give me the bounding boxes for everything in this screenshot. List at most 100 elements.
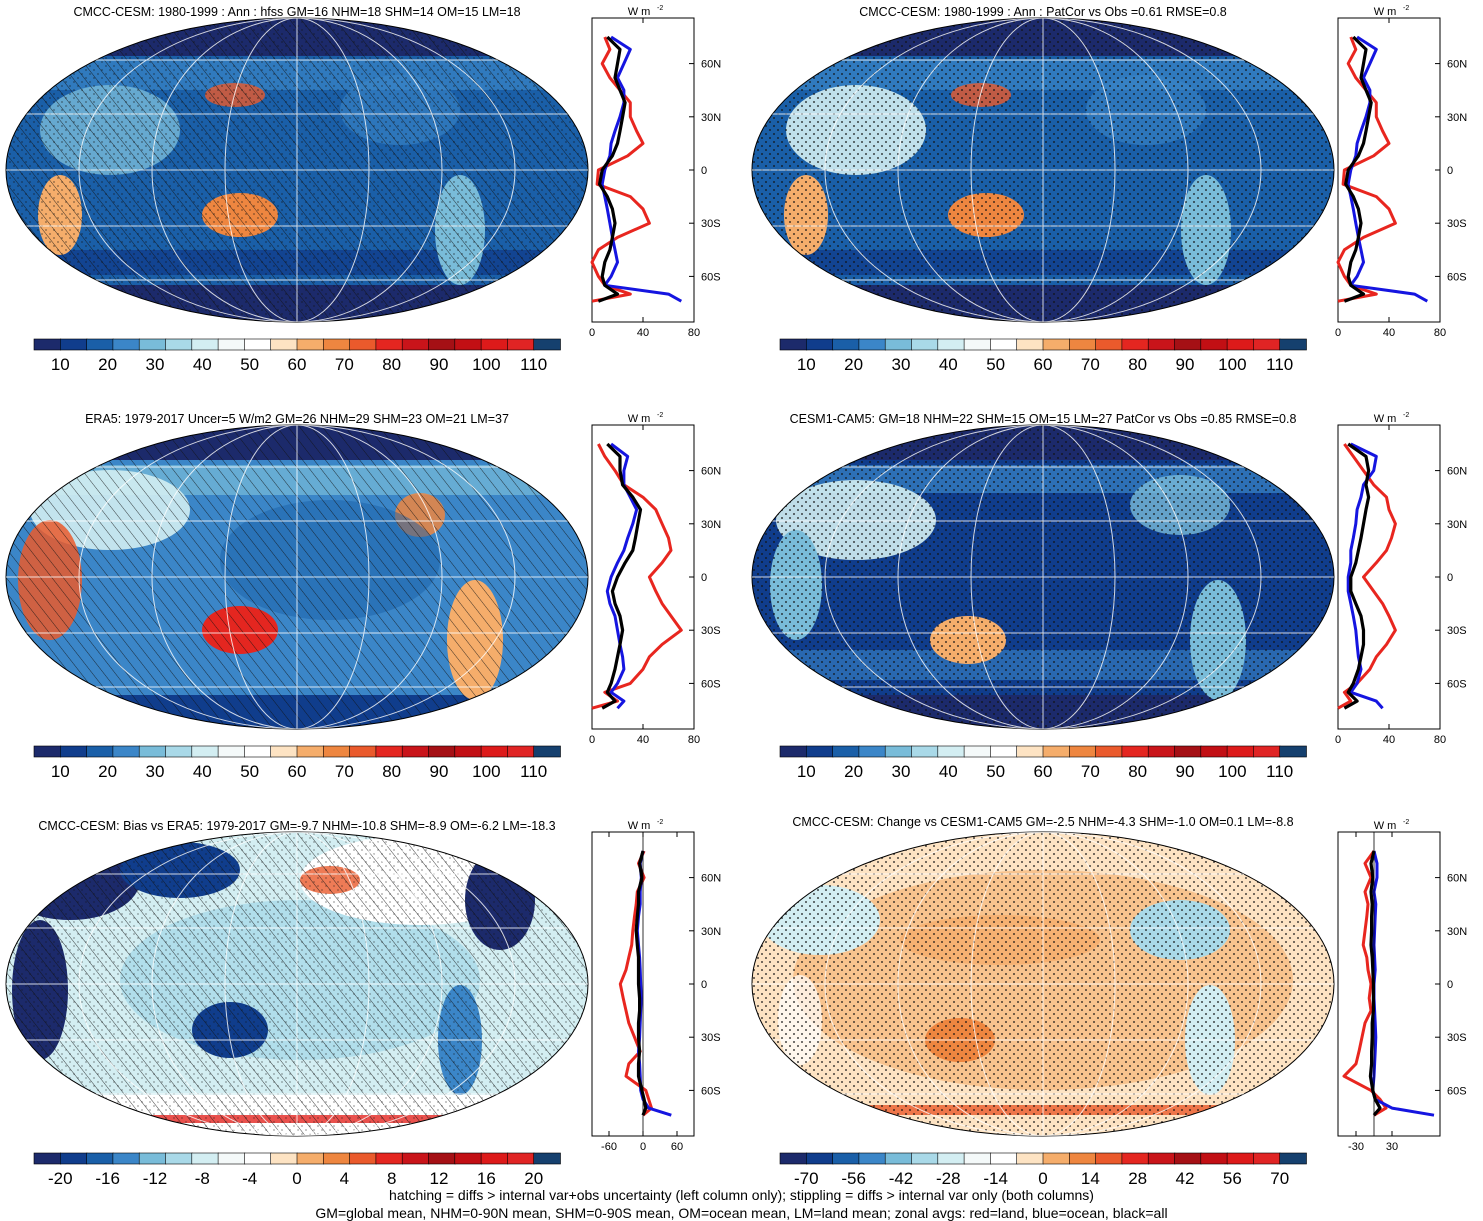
panel-1-zonal-ytick-label: 0	[1447, 165, 1453, 177]
panel-0-title: CMCC-CESM: 1980-1999 : Ann : hfss GM=16 …	[73, 5, 520, 19]
panel-1-colorbar-swatch	[911, 338, 939, 351]
panel-4-colorbar-swatch	[138, 1152, 167, 1165]
panel-0-zonal-units: W m	[628, 6, 651, 18]
panel-5-colorbar-swatch	[990, 1152, 1018, 1165]
panel-0-colorbar-swatch	[349, 338, 377, 351]
panel-5-colorbar-swatch	[805, 1152, 834, 1165]
panel-4-colorbar-swatch	[59, 1152, 88, 1165]
panel-3-colorbar-swatch	[1016, 745, 1044, 758]
panel-1-graticule	[752, 18, 1334, 322]
panel-5-colorbar-swatch	[884, 1152, 913, 1165]
panel-4-colorbar-label: -16	[95, 1169, 120, 1188]
panel-1-colorbar-label: 80	[1128, 355, 1147, 374]
panel-1-colorbar-swatch	[1042, 338, 1071, 351]
panel-3-colorbar-swatch	[1279, 745, 1307, 758]
panel-5-zonal-all-line	[1368, 850, 1382, 1117]
panel-4-colorbar-swatch	[533, 1152, 561, 1165]
panel-5-zonal-plot: W m -2 -30 30 60N 30N 0 30S 60S	[1337, 819, 1467, 1153]
panel-5-zonal-units-exp: -2	[1403, 819, 1409, 826]
panel-1-colorbar-swatch	[1147, 338, 1176, 351]
panel-2-zonal-ticks: W m -2 0 40 80 60N 30N 0 30S 60S	[589, 412, 721, 746]
panel-2-colorbar-swatch	[296, 745, 325, 758]
panel-0-colorbar-swatch	[270, 338, 298, 351]
panel-2-colorbar-label: 100	[472, 762, 500, 781]
panel-1-zonal-units: W m	[1374, 6, 1397, 18]
panel-4-colorbar-swatch	[296, 1152, 325, 1165]
panel-2-colorbar-label: 30	[146, 762, 165, 781]
panel-4-colorbar-swatch	[33, 1152, 62, 1165]
panel-4-colorbar-swatch	[244, 1152, 272, 1165]
panel-3-colorbar-swatch	[1200, 745, 1228, 758]
panel-4-zonal-land-line	[618, 850, 653, 1117]
panel-2-zonal-xtick-label: 40	[637, 734, 649, 746]
panel-3-colorbar-label: 80	[1128, 762, 1147, 781]
panel-5-zonal-ticks: W m -2 -30 30 60N 30N 0 30S 60S	[1348, 819, 1467, 1153]
panel-0-colorbar-label: 20	[98, 355, 117, 374]
panel-1-colorbar-label: 20	[844, 355, 863, 374]
panel-4-colorbar-label: 20	[524, 1169, 543, 1188]
panel-1-zonal-units-exp: -2	[1403, 5, 1409, 12]
panel-5-colorbar-swatch	[1253, 1152, 1281, 1165]
panel-2-zonal-ytick-label: 60S	[701, 678, 721, 690]
panel-2-colorbar-swatch	[112, 745, 141, 758]
panel-4-zonal-plot: W m -2 -60 0 60 60N 30N 0 30S 60S	[591, 819, 721, 1153]
panel-0-colorbar: 10 20 30 40 50 60 70 80 90 100 110	[33, 338, 561, 374]
panel-0-zonal-frame	[591, 17, 695, 323]
panel-1-colorbar-swatch	[1069, 338, 1097, 351]
panel-5-colorbar-label: 42	[1176, 1169, 1195, 1188]
panel-1-zonal-xtick-label: 0	[1335, 327, 1341, 339]
panel-2-zonal-frame	[591, 424, 695, 730]
panel-1-colorbar-swatch	[1253, 338, 1281, 351]
panel-2-colorbar-label: 110	[520, 762, 547, 781]
panel-1-zonal-ticks: W m -2 0 40 80 60N 30N 0 30S 60S	[1335, 5, 1467, 339]
panel-5-colorbar-label: -56	[841, 1169, 866, 1188]
panel-2-zonal-ytick-label: 30N	[701, 519, 721, 531]
panel-4-colorbar-swatch	[401, 1152, 430, 1165]
panel-5-colorbar-label: -42	[889, 1169, 914, 1188]
panel-4-colorbar-label: 8	[387, 1169, 396, 1188]
panel-1-zonal-ytick-label: 60N	[1447, 59, 1467, 71]
panel-1-colorbar-label: 50	[986, 355, 1005, 374]
panel-0-colorbar-swatch	[454, 338, 482, 351]
panel-1-colorbar: 10 20 30 40 50 60 70 80 90 100 110	[779, 338, 1307, 374]
panel-4-colorbar-swatch	[507, 1152, 535, 1165]
panel-5-zonal-frame	[1337, 831, 1441, 1137]
panel-3-zonal-ytick-label: 60S	[1447, 678, 1467, 690]
panel-4-zonal-xtick-label: 0	[640, 1141, 646, 1153]
panel-4-colorbar: -20 -16 -12 -8 -4 0 4 8 12 16 20	[33, 1152, 561, 1188]
footer-line-1: hatching = diffs > internal var+obs unce…	[389, 1187, 1094, 1203]
panel-2-zonal-units-exp: -2	[657, 412, 663, 419]
panel-4-zonal-all-line	[634, 850, 648, 1116]
panel-3-zonal-xtick-label: 80	[1434, 734, 1446, 746]
panel-4-colorbar-label: -12	[143, 1169, 168, 1188]
panel-0-colorbar-swatch	[322, 338, 351, 351]
panel-0-zonal-ytick-label: 30N	[701, 112, 721, 124]
panel-4-colorbar-label: -20	[48, 1169, 73, 1188]
panel-4-zonal-series	[618, 850, 672, 1117]
panel-3-colorbar-swatch	[1069, 745, 1097, 758]
panel-5-colorbar-swatch	[1226, 1152, 1255, 1165]
panel-1-colorbar-label: 70	[1081, 355, 1100, 374]
panel-0-colorbar-swatch	[507, 338, 535, 351]
panel-4-colorbar-swatch	[217, 1152, 246, 1165]
panel-0-colorbar-label: 110	[520, 355, 547, 374]
panel-2-zonal-xtick-label: 80	[688, 734, 700, 746]
panel-5-colorbar-swatch	[858, 1152, 887, 1165]
panel-0-colorbar-swatch	[217, 338, 246, 351]
panel-1-colorbar-label: 110	[1266, 355, 1293, 374]
panel-0-colorbar-swatch	[86, 338, 114, 351]
panel-1-colorbar-swatch	[1200, 338, 1228, 351]
panel-5-colorbar-swatch	[911, 1152, 939, 1165]
panel-4-colorbar-swatch	[165, 1152, 193, 1165]
panel-5-zonal-xtick-label: 30	[1386, 1141, 1398, 1153]
panel-3-colorbar-label: 50	[986, 762, 1005, 781]
panel-3-colorbar-label: 30	[892, 762, 911, 781]
panel-2-colorbar-swatch	[270, 745, 298, 758]
panel-5-graticule	[752, 832, 1334, 1136]
panel-2-colorbar-label: 50	[240, 762, 259, 781]
panel-4-colorbar-swatch	[428, 1152, 456, 1165]
panel-4-colorbar-label: -4	[242, 1169, 257, 1188]
panel-3-colorbar-label: 10	[797, 762, 816, 781]
panel-3-zonal-ocean-line	[1346, 442, 1384, 710]
